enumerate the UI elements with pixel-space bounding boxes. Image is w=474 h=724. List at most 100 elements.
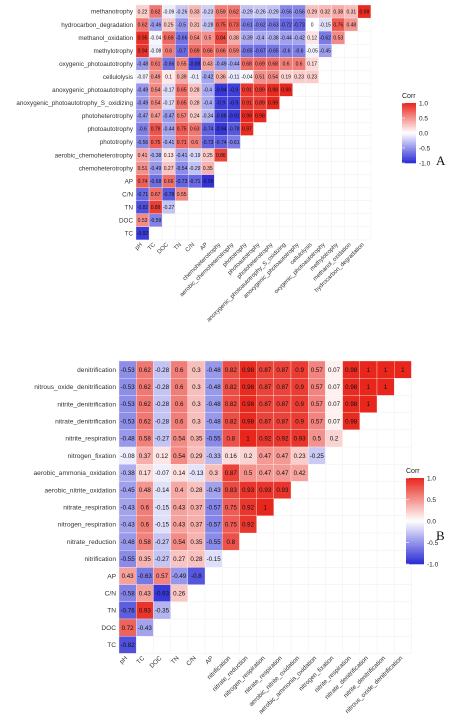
row-label: cellulolysis	[103, 74, 133, 81]
cell-value-label: 0.9	[295, 418, 304, 425]
row-label: anoxygenic_photoautotrophy_S_oxidizing	[16, 100, 133, 107]
legend-gradient-step	[406, 531, 424, 535]
cell-value-label: -0.66	[163, 61, 175, 67]
cell-value-label: 0.62	[139, 384, 152, 391]
legend-gradient-step	[406, 542, 424, 545]
cell-value-label: 0.53	[138, 218, 148, 224]
cell-value-label: 0.98	[268, 88, 278, 94]
column-label: C/N	[185, 655, 198, 668]
cell-value-label: 0.99	[281, 88, 291, 94]
column-label: pH	[118, 655, 129, 666]
cell-value-label: -0.9	[230, 101, 239, 107]
cell-value-label: -0.42	[202, 75, 214, 81]
cell-value-label: 1	[367, 367, 371, 374]
row-label: anoxygenic_photoautotrophy	[52, 87, 134, 94]
cell-value-label: 1	[384, 367, 388, 374]
cell-value-label: 0.1	[165, 75, 172, 81]
cell-value-label: -0.04	[241, 75, 253, 81]
cell-value-label: 0.83	[225, 487, 238, 494]
legend-gradient-step	[406, 555, 424, 558]
cell-value-label: 0.89	[151, 205, 161, 211]
cell-value-label: 0.68	[268, 61, 278, 67]
cell-value-label: 0.27	[164, 166, 174, 172]
row-label: nitrate_reduction	[67, 539, 116, 546]
legend-gradient-step	[402, 121, 416, 123]
column-label: AP	[199, 242, 209, 252]
cell-value-label: -0.43	[138, 625, 153, 632]
cell-value-label: 0.89	[255, 88, 265, 94]
legend-gradient-step	[402, 103, 416, 105]
cell-value-label: 0.79	[151, 127, 161, 133]
cell-value-label: -0.48	[207, 401, 222, 408]
cell-value-label: -0.46	[150, 22, 162, 28]
legend-gradient-step	[406, 508, 424, 511]
row-label: nitrous_oxide_denitrification	[34, 384, 116, 391]
legend-gradient-step	[402, 112, 416, 114]
cell-value-label: -0.73	[176, 179, 188, 185]
cell-value-label: 0.6	[296, 61, 303, 67]
heatmap-cell	[394, 360, 412, 379]
cell-value-label: 0.6	[165, 48, 172, 54]
legend-gradient-step	[406, 478, 424, 481]
cell-value-label: 0.47	[276, 470, 289, 477]
cell-value-label: 0.43	[173, 504, 186, 511]
cell-value-label: 0.54	[173, 453, 186, 460]
heatmap-cell	[214, 148, 228, 162]
row-label: methylotrophy	[93, 48, 133, 55]
column-label: pH	[134, 242, 144, 252]
cell-value-label: 0.87	[276, 367, 289, 374]
legend-gradient-step	[406, 548, 424, 552]
cell-value-label: -0.74	[215, 140, 227, 146]
cell-value-label: 0.36	[216, 75, 226, 81]
cell-value-label: 0.87	[276, 418, 289, 425]
legend-gradient-step	[406, 490, 424, 494]
cell-value-label: -0.6	[138, 127, 147, 133]
legend-gradient-step	[406, 551, 424, 554]
cell-value-label: -0.45	[121, 487, 136, 494]
cell-value-label: 0.66	[164, 179, 174, 185]
heatmap-cell	[331, 30, 345, 45]
cell-value-label: -0.53	[121, 367, 136, 374]
cell-value-label: -0.48	[207, 367, 222, 374]
cell-value-label: -0.49	[150, 166, 162, 172]
legend-gradient-step	[402, 148, 416, 150]
legend-gradient-step	[406, 486, 424, 490]
cell-value-label: 0.82	[225, 401, 238, 408]
legend-tick-label: 1.0	[427, 476, 436, 483]
heatmap-cell	[305, 70, 319, 84]
heatmap-cell	[290, 464, 309, 482]
cell-value-label: -0.29	[241, 9, 253, 15]
cell-value-label: 0.37	[190, 504, 203, 511]
legend-gradient-step	[402, 110, 416, 113]
cell-value-label: -0.49	[137, 101, 149, 107]
cell-value-label: 0.5	[204, 35, 211, 41]
cell-value-label: 0.62	[138, 22, 148, 28]
cell-value-label: -0.8	[191, 573, 202, 580]
cell-value-label: 0.58	[139, 436, 152, 443]
cell-value-label: -0.94	[215, 127, 227, 133]
cell-value-label: -0.91	[228, 114, 240, 120]
cell-value-label: 0.98	[345, 367, 358, 374]
cell-value-label: 0.25	[164, 22, 174, 28]
cell-value-label: 0.54	[151, 101, 161, 107]
legend-gradient-step	[402, 151, 416, 153]
column-label: TC	[135, 655, 146, 666]
cell-value-label: -0.27	[155, 556, 170, 563]
cell-value-label: -0.53	[121, 384, 136, 391]
cell-value-label: 0.62	[139, 418, 152, 425]
cell-value-label: -0.15	[155, 522, 170, 529]
cell-value-label: 0.75	[225, 522, 238, 529]
cell-value-label: -0.1	[190, 75, 199, 81]
heatmap-cell	[222, 532, 240, 551]
cell-value-label: -0.07	[137, 75, 149, 81]
cell-value-label: -0.43	[121, 504, 136, 511]
cell-value-label: 0.14	[173, 470, 186, 477]
cell-value-label: 0.17	[139, 470, 152, 477]
cell-value-label: 0.29	[190, 453, 203, 460]
legend-gradient-step	[406, 553, 424, 556]
panel-label: B	[436, 528, 445, 543]
cell-value-label: 0.62	[229, 9, 239, 15]
cell-value-label: -0.27	[155, 436, 170, 443]
cell-value-label: 0.48	[346, 22, 356, 28]
legend-gradient-step	[402, 125, 416, 128]
